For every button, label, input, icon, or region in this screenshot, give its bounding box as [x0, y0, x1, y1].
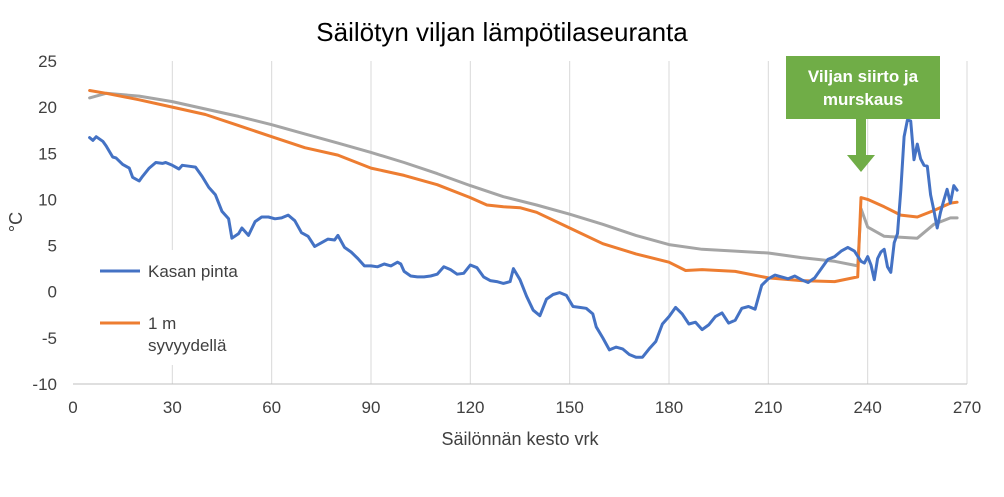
annotation-text-line1: Viljan siirto ja: [808, 67, 919, 86]
x-tick-label: 60: [262, 398, 281, 417]
annotation-callout: Viljan siirto ja murskaus: [786, 56, 940, 172]
x-tick-label: 120: [456, 398, 484, 417]
x-axis-label: Säilönnän kesto vrk: [441, 429, 599, 449]
x-tick-label: 180: [655, 398, 683, 417]
x-tick-label: 90: [362, 398, 381, 417]
annotation-arrow-shaft: [856, 119, 866, 156]
x-tick-label: 150: [555, 398, 583, 417]
legend-label-1m-line2: syvyydellä: [148, 336, 227, 355]
y-tick-label: -10: [32, 375, 57, 394]
x-tick-labels: 0 30 60 90 120 150 180 210 240 270: [68, 398, 981, 417]
legend: Kasan pinta 1 m syvyydellä: [100, 262, 238, 355]
y-axis-label: °C: [6, 212, 26, 232]
y-tick-labels: -10 -5 0 5 10 15 20 25: [32, 52, 57, 394]
series-line-0: [88, 118, 959, 359]
y-tick-label: 25: [38, 52, 57, 71]
legend-label-kasan-pinta: Kasan pinta: [148, 262, 238, 281]
annotation-box: [786, 56, 940, 119]
y-tick-label: -5: [42, 329, 57, 348]
y-tick-label: 0: [48, 283, 57, 302]
y-tick-label: 20: [38, 98, 57, 117]
x-tick-label: 210: [754, 398, 782, 417]
y-tick-label: 10: [38, 190, 57, 209]
series-group: [88, 89, 959, 359]
legend-box: [92, 250, 252, 365]
x-tick-label: 270: [953, 398, 981, 417]
annotation-arrow-head: [847, 155, 875, 172]
chart-title: Säilötyn viljan lämpötilaseuranta: [316, 17, 688, 47]
series-line-2: [88, 91, 959, 268]
x-tick-label: 240: [853, 398, 881, 417]
vertical-gridlines: [171, 61, 968, 384]
series-line-1: [88, 89, 959, 284]
y-tick-label: 5: [48, 237, 57, 256]
legend-label-1m-line1: 1 m: [148, 314, 176, 333]
x-tick-label: 0: [68, 398, 77, 417]
y-tick-label: 15: [38, 144, 57, 163]
annotation-text-line2: murskaus: [823, 90, 903, 109]
x-tick-label: 30: [163, 398, 182, 417]
